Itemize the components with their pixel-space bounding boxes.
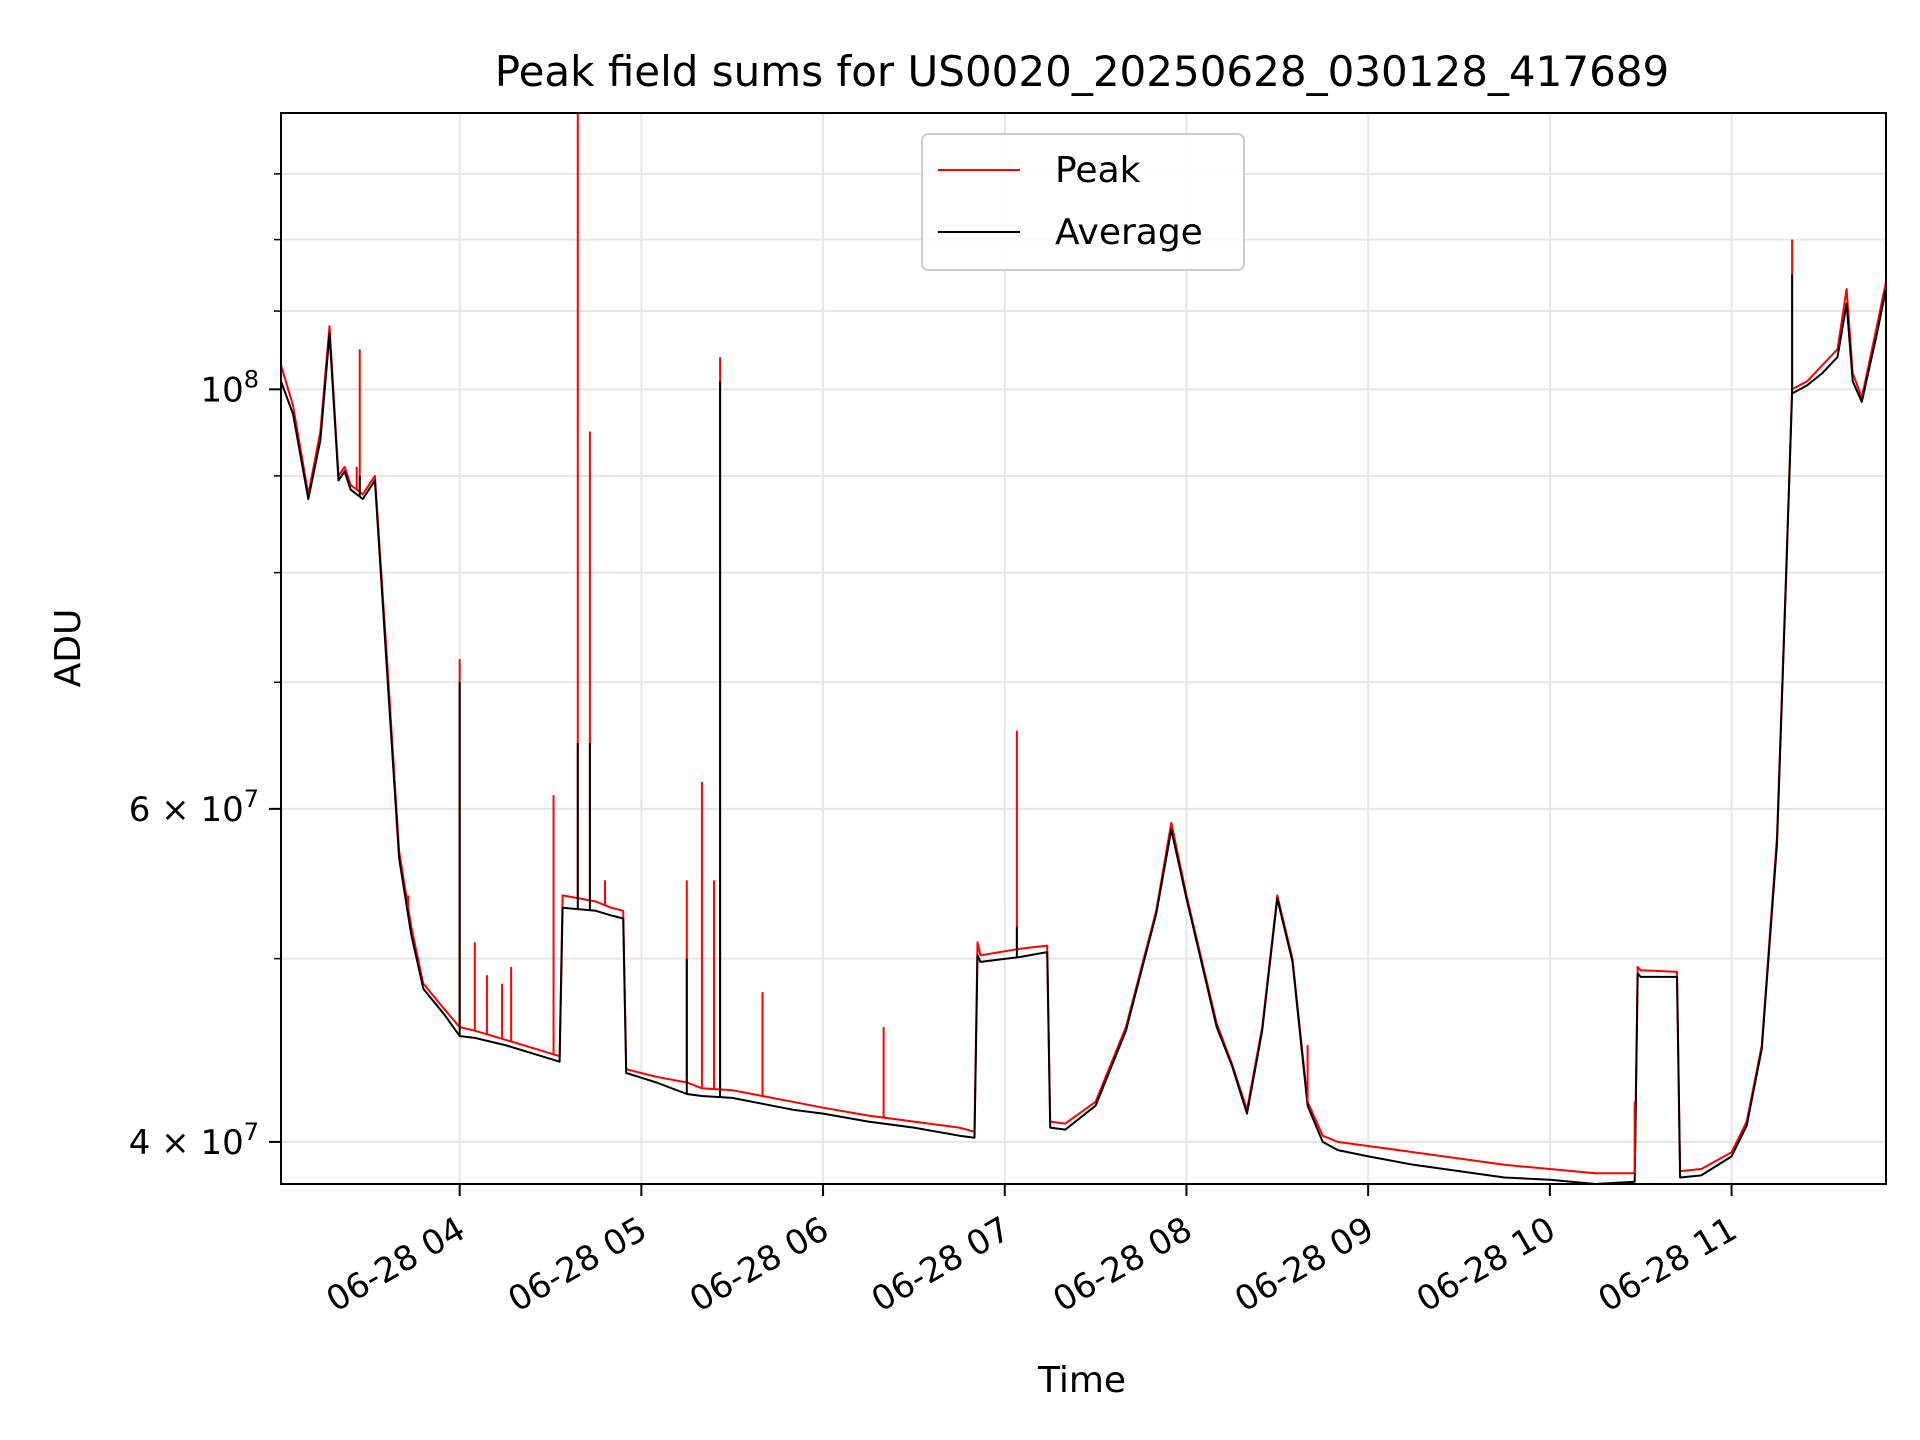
series-line-average [281,288,1886,1184]
chart-title: Peak field sums for US0020_20250628_0301… [495,47,1670,96]
x-axis-label: Time [1037,1360,1126,1401]
y-tick-label: 108 [200,365,259,410]
series-layer [281,113,1886,1184]
legend-frame [921,133,1245,271]
plot-frame [280,112,1887,1185]
grid [281,113,1886,1184]
y-axis: 108 6 × 107 4 × 107 [129,173,281,1163]
series-line-peak [281,281,1886,1175]
legend: Peak Average [921,133,1245,271]
y-axis-label: ADU [48,609,89,688]
y-tick-label: 4 × 107 [129,1118,259,1163]
series-group [281,113,1886,1184]
y-tick-label: 6 × 107 [129,785,259,830]
legend-label-average: Average [1055,212,1203,253]
legend-label-peak: Peak [1055,150,1141,191]
